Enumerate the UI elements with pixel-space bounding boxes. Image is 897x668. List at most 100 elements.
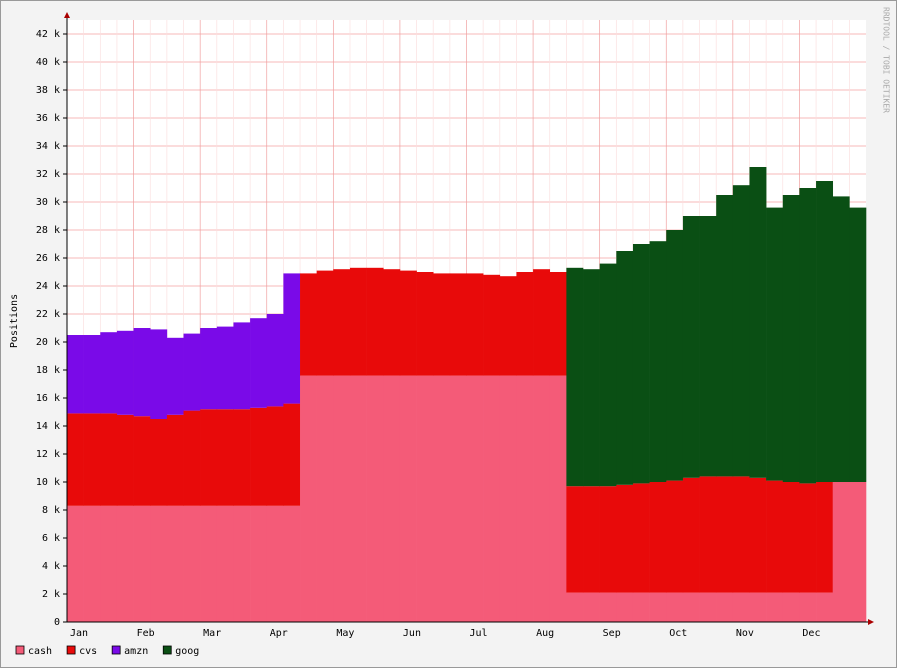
area-segment (200, 505, 218, 622)
area-segment (399, 375, 417, 622)
area-segment (666, 592, 684, 622)
area-segment (766, 207, 784, 481)
area-segment (599, 486, 617, 593)
y-tick-label: 18 k (36, 365, 60, 376)
legend-swatch (162, 645, 172, 655)
area-segment (316, 270, 334, 376)
area-segment (166, 505, 184, 622)
area-segment (699, 592, 717, 622)
area-segment (466, 273, 484, 376)
area-segment (133, 505, 151, 622)
area-segment (250, 318, 268, 408)
area-segment (816, 181, 834, 482)
y-tick-label: 4 k (42, 561, 60, 572)
area-segment (533, 269, 551, 376)
area-segment (150, 505, 168, 622)
area-segment (516, 272, 534, 376)
area-segment (233, 322, 251, 410)
area-segment (183, 333, 201, 411)
area-segment (749, 477, 767, 593)
area-segment (150, 329, 168, 419)
area-segment (349, 267, 367, 376)
area-segment (616, 592, 634, 622)
area-segment (283, 403, 301, 506)
area-segment (83, 505, 101, 622)
area-segment (516, 375, 534, 622)
area-segment (116, 414, 134, 506)
area-segment (383, 375, 401, 622)
legend-label: amzn (124, 646, 148, 657)
area-segment (849, 482, 867, 622)
area-segment (266, 314, 284, 407)
x-tick-label: Oct (669, 628, 687, 639)
area-segment (782, 592, 800, 622)
area-segment (566, 592, 584, 622)
y-tick-label: 42 k (36, 29, 60, 40)
area-segment (116, 505, 134, 622)
area-segment (100, 505, 118, 622)
x-tick-label: Jul (470, 628, 488, 639)
area-segment (749, 592, 767, 622)
area-segment (216, 505, 234, 622)
area-segment (649, 241, 667, 482)
area-segment (716, 476, 734, 593)
area-segment (216, 326, 234, 410)
area-segment (616, 251, 634, 485)
area-segment (799, 592, 817, 622)
y-tick-label: 20 k (36, 337, 60, 348)
y-tick-label: 22 k (36, 309, 60, 320)
area-segment (499, 375, 517, 622)
area-segment (699, 216, 717, 477)
y-tick-label: 28 k (36, 225, 60, 236)
x-tick-label: Apr (270, 628, 288, 639)
y-tick-label: 2 k (42, 589, 60, 600)
area-segment (333, 269, 351, 376)
area-segment (566, 486, 584, 593)
area-segment (67, 413, 84, 506)
areas (67, 167, 867, 622)
x-tick-label: Mar (203, 628, 221, 639)
y-arrow (64, 12, 70, 18)
area-segment (466, 375, 484, 622)
area-segment (100, 413, 118, 506)
area-segment (699, 476, 717, 593)
area-segment (133, 328, 151, 417)
area-segment (766, 592, 784, 622)
area-segment (749, 167, 767, 478)
area-segment (433, 375, 451, 622)
area-segment (449, 375, 467, 622)
area-segment (649, 592, 667, 622)
legend-swatch (15, 645, 25, 655)
area-segment (166, 337, 184, 415)
area-segment (216, 409, 234, 506)
x-tick-label: Aug (536, 628, 554, 639)
area-segment (300, 273, 317, 376)
area-segment (333, 375, 351, 622)
area-segment (732, 476, 750, 593)
area-segment (366, 375, 384, 622)
y-tick-label: 14 k (36, 421, 60, 432)
area-segment (383, 269, 401, 376)
y-tick-label: 8 k (42, 505, 60, 516)
y-tick-label: 16 k (36, 393, 60, 404)
area-segment (782, 195, 800, 482)
area-segment (682, 477, 700, 593)
area-segment (649, 482, 667, 593)
area-segment (782, 482, 800, 593)
x-tick-label: Sep (603, 628, 621, 639)
area-segment (433, 273, 451, 376)
y-tick-label: 40 k (36, 57, 60, 68)
area-segment (816, 592, 834, 622)
y-axis-label: Positions (9, 294, 20, 348)
area-segment (799, 483, 817, 593)
area-segment (67, 335, 84, 414)
area-segment (716, 592, 734, 622)
area-segment (616, 484, 634, 593)
area-segment (166, 414, 184, 506)
area-segment (566, 267, 584, 487)
y-tick-label: 26 k (36, 253, 60, 264)
area-segment (200, 328, 218, 410)
area-segment (849, 207, 867, 482)
area-segment (116, 330, 134, 415)
area-segment (682, 216, 700, 478)
